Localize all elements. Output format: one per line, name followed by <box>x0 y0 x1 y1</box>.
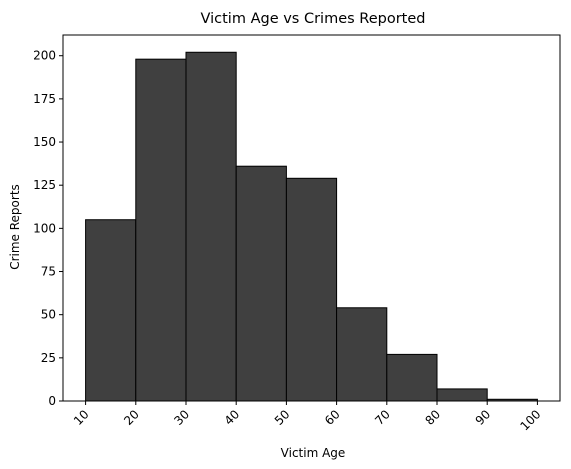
x-tick-label: 80 <box>422 407 443 428</box>
x-tick-label: 100 <box>517 407 543 433</box>
bars-group <box>85 51 538 402</box>
bar-10-20 <box>85 219 137 402</box>
bar-50-60 <box>285 177 338 402</box>
y-tick-label: 125 <box>33 178 56 192</box>
x-tick-label: 40 <box>222 407 243 428</box>
y-tick-label: 100 <box>33 221 56 235</box>
y-tick-label: 75 <box>41 265 56 279</box>
bar-60-70 <box>336 307 388 402</box>
x-tick-label: 90 <box>473 407 494 428</box>
y-axis-label: Crime Reports <box>8 184 22 270</box>
x-tick-label: 70 <box>372 407 393 428</box>
y-tick-label: 25 <box>41 351 56 365</box>
bar-80-90 <box>436 388 488 402</box>
x-tick-label: 10 <box>71 407 92 428</box>
y-tick-label: 0 <box>48 394 56 408</box>
x-tick-label: 20 <box>121 407 142 428</box>
x-axis-label: Victim Age <box>281 446 346 460</box>
x-axis-ticks: 10 20 30 40 50 60 70 80 90 100 <box>71 401 544 433</box>
y-tick-label: 175 <box>33 92 56 106</box>
bar-20-30 <box>135 58 187 402</box>
y-tick-label: 150 <box>33 135 56 149</box>
chart-title: Victim Age vs Crimes Reported <box>201 11 426 27</box>
bar-40-50 <box>235 165 287 402</box>
y-axis-ticks: 0 25 50 75 100 125 150 175 200 <box>33 49 63 408</box>
y-tick-label: 200 <box>33 49 56 63</box>
x-tick-label: 60 <box>322 407 343 428</box>
x-tick-label: 50 <box>272 407 293 428</box>
bar-70-80 <box>386 353 438 402</box>
x-tick-label: 30 <box>171 407 192 428</box>
plot-frame <box>62 34 561 402</box>
y-tick-label: 50 <box>41 308 56 322</box>
bar-30-40 <box>185 51 237 402</box>
